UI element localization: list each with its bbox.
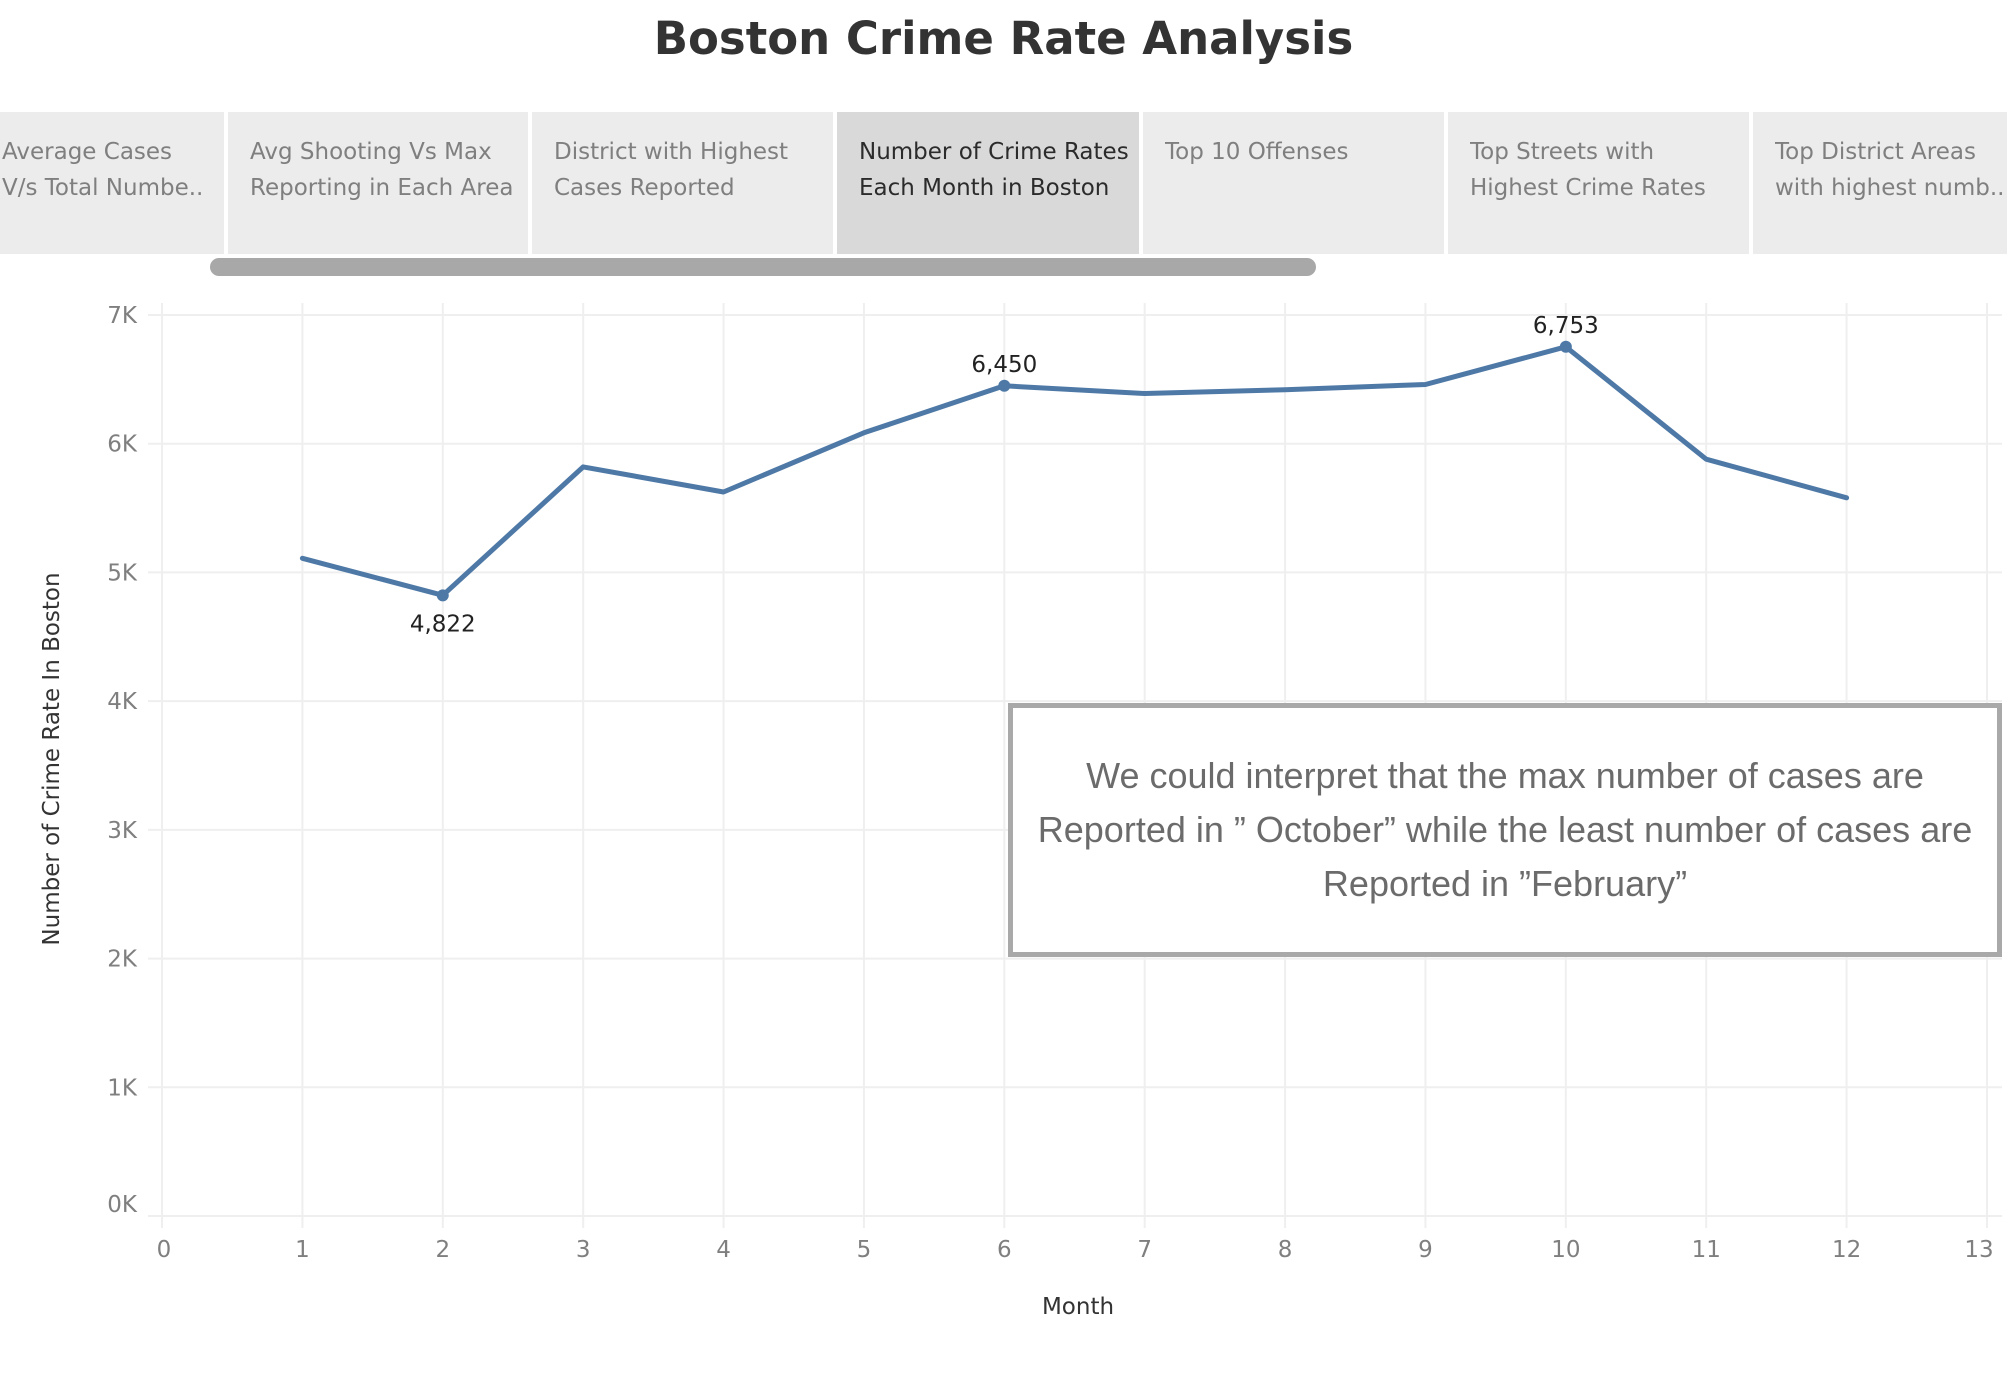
tab-label-line1: Top Streets with — [1470, 139, 1655, 165]
tab-label-line2: Highest Crime Rates — [1470, 175, 1706, 201]
tab-label-line1: Number of Crime Rates — [859, 139, 1129, 165]
y-tick-label: 3K — [107, 818, 138, 844]
x-tick-label: 5 — [857, 1237, 872, 1263]
chart-points — [436, 340, 1572, 602]
y-tick-label: 2K — [107, 947, 138, 973]
data-point-marker — [998, 379, 1011, 392]
story-tabs: Average Cases V/s Total Numbe.. Avg Shoo… — [0, 112, 2007, 254]
tab-label-line1: Top District Areas — [1775, 139, 1976, 165]
x-tick-label: 10 — [1551, 1237, 1580, 1263]
data-point-marker — [436, 589, 449, 602]
data-label: 6,450 — [971, 352, 1037, 378]
x-tick-label: 13 — [1964, 1237, 1993, 1263]
x-axis-ticks: 0 1 2 3 4 5 6 7 8 9 10 11 12 13 — [157, 1237, 1994, 1263]
tab-label-line1: Average Cases — [2, 139, 173, 165]
chart-series — [299, 344, 1850, 598]
tab-top-offenses[interactable]: Top 10 Offenses — [1143, 112, 1444, 254]
tabs-scrollbar[interactable] — [210, 258, 1316, 276]
tab-label-line1: District with Highest — [554, 139, 789, 165]
x-tick-label: 7 — [1137, 1237, 1152, 1263]
tab-label-line2: V/s Total Numbe.. — [2, 175, 204, 201]
x-tick-label: 0 — [157, 1237, 172, 1263]
annotation-box: We could interpret that the max number o… — [1008, 703, 2002, 957]
y-axis-ticks: 0K 1K 2K 3K 4K 5K 6K 7K — [107, 303, 138, 1218]
data-label: 6,753 — [1533, 313, 1599, 339]
tab-label-line2: Cases Reported — [554, 175, 735, 201]
series-line — [299, 344, 1850, 598]
x-tick-label: 12 — [1832, 1237, 1861, 1263]
data-label: 4,822 — [410, 611, 476, 637]
page-title: Boston Crime Rate Analysis — [653, 12, 1354, 65]
x-tick-label: 2 — [435, 1237, 450, 1263]
tab-label-line2: Reporting in Each Area — [250, 175, 514, 201]
y-tick-label: 0K — [107, 1192, 138, 1218]
tab-label-line2: with highest numb.. — [1775, 175, 2005, 201]
y-tick-label: 5K — [107, 560, 138, 586]
x-tick-label: 6 — [997, 1237, 1012, 1263]
y-tick-label: 4K — [107, 689, 138, 715]
annotation-text: We could interpret that the max number o… — [1037, 755, 1973, 904]
x-axis-label: Month — [1042, 1294, 1114, 1320]
y-axis-label: Number of Crime Rate In Boston — [39, 572, 65, 945]
tab-label-line1: Top 10 Offenses — [1165, 139, 1349, 165]
x-tick-label: 3 — [576, 1237, 591, 1263]
x-tick-label: 4 — [716, 1237, 731, 1263]
tab-district-highest[interactable]: District with Highest Cases Reported — [532, 112, 833, 254]
x-tick-label: 8 — [1278, 1237, 1293, 1263]
tab-top-district-areas[interactable]: Top District Areas with highest numb.. — [1753, 112, 2007, 254]
x-tick-label: 1 — [295, 1237, 310, 1263]
data-point-marker — [1559, 340, 1572, 353]
y-tick-label: 1K — [107, 1075, 138, 1101]
tab-avg-shooting[interactable]: Avg Shooting Vs Max Reporting in Each Ar… — [228, 112, 528, 254]
x-tick-label: 9 — [1418, 1237, 1433, 1263]
x-tick-label: 11 — [1692, 1237, 1721, 1263]
tab-average-cases[interactable]: Average Cases V/s Total Numbe.. — [0, 112, 224, 254]
chart-data-labels: 4,822 6,450 6,753 — [410, 313, 1599, 638]
tab-label-line2: Each Month in Boston — [859, 175, 1110, 201]
tab-crime-rates-month[interactable]: Number of Crime Rates Each Month in Bost… — [837, 112, 1139, 254]
y-tick-label: 7K — [107, 303, 138, 329]
tab-top-streets[interactable]: Top Streets with Highest Crime Rates — [1448, 112, 1749, 254]
y-tick-label: 6K — [107, 432, 138, 458]
tab-label-line1: Avg Shooting Vs Max — [250, 139, 492, 165]
